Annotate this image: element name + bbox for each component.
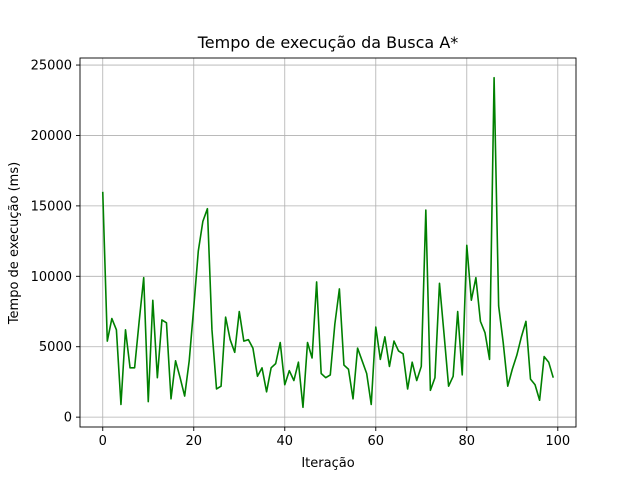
grid-lines (80, 58, 576, 427)
y-tick-label: 5000 (39, 340, 72, 355)
x-tick-label: 20 (185, 434, 202, 449)
axes: 0 20 40 60 80 100 0 5000 10000 15000 20000 25000 (31, 57, 577, 449)
x-tick-label: 100 (545, 434, 570, 449)
y-tick-label: 0 (64, 411, 72, 426)
y-tick-label: 25000 (31, 59, 72, 74)
x-tick-label: 0 (99, 434, 107, 449)
x-tick-label: 40 (276, 434, 293, 449)
plot-frame (79, 57, 577, 428)
y-axis-label: Tempo de execução (ms) (7, 162, 22, 325)
x-axis-label: Iteração (301, 456, 354, 471)
x-tick-label: 60 (368, 434, 385, 449)
x-tick-label: 80 (459, 434, 476, 449)
y-tick-label: 20000 (31, 129, 72, 144)
series-line (101, 76, 555, 409)
chart-title: Tempo de execução da Busca A* (197, 33, 459, 52)
series-layer (101, 76, 555, 409)
y-tick-label: 10000 (31, 270, 72, 285)
y-tick-label: 15000 (31, 199, 72, 214)
